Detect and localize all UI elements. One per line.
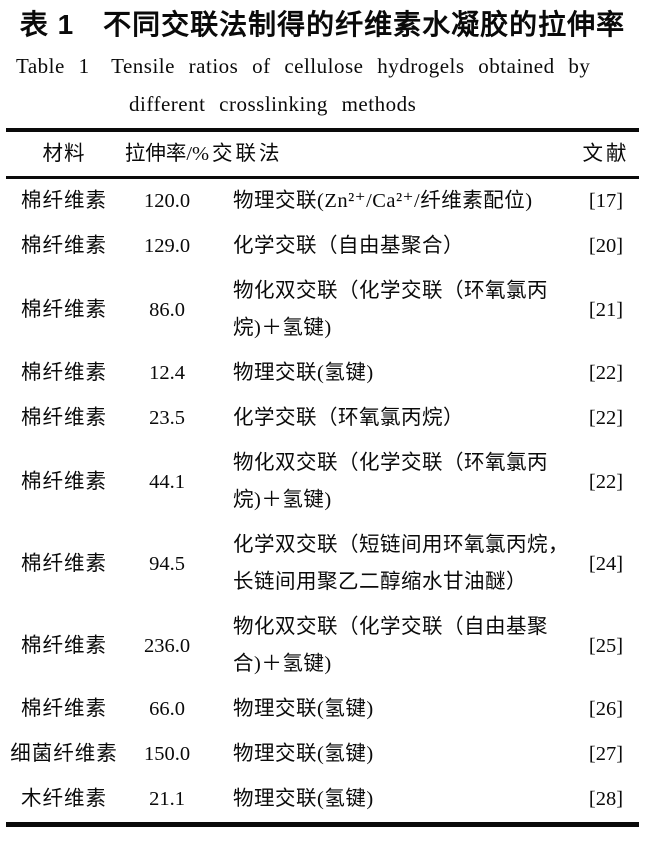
table-row: 细菌纤维素 150.0 物理交联(氢键) [27] (6, 732, 639, 777)
table-row: 棉纤维素 129.0 化学交联（自由基聚合） [20] (6, 224, 639, 269)
cell-material: 棉纤维素 (21, 235, 107, 257)
cell-material: 棉纤维素 (21, 190, 107, 212)
cell-material: 棉纤维素 (21, 362, 107, 384)
cell-material: 棉纤维素 (21, 470, 107, 493)
cell-tensile-ratio: 44.1 (149, 470, 185, 493)
cell-tensile-ratio: 21.1 (149, 788, 185, 810)
cell-crosslinking-method: 物化双交联（化学交联（环氧氯丙 烷)＋氢键) (233, 452, 548, 511)
cell-tensile-ratio: 150.0 (143, 743, 191, 765)
cell-reference: [21] (588, 298, 624, 321)
cell-tensile-ratio: 23.5 (149, 407, 185, 429)
cell-reference: [22] (588, 470, 624, 493)
table-row: 棉纤维素 66.0 物理交联(氢键) [26] (6, 687, 639, 732)
table-title-cn: 表 1 不同交联法制得的纤维素水凝胶的拉伸率 (19, 9, 626, 40)
col-header-tensile-ratio: 拉伸率/% (124, 143, 210, 165)
cell-crosslinking-method: 化学交联（环氧氯丙烷） (233, 407, 464, 429)
cell-material: 棉纤维素 (21, 634, 107, 657)
cell-reference: [27] (588, 743, 624, 765)
cell-tensile-ratio: 94.5 (149, 552, 185, 575)
cell-material: 棉纤维素 (21, 698, 107, 720)
cell-crosslinking-method: 物理交联(Zn²⁺/Ca²⁺/纤维素配位) (233, 190, 533, 212)
table-row: 棉纤维素 23.5 化学交联（环氧氯丙烷） [22] (6, 396, 639, 441)
table-body: 棉纤维素 120.0 物理交联(Zn²⁺/Ca²⁺/纤维素配位) [17] 棉纤维素 12… (6, 178, 639, 825)
col-header-reference: 文献 (582, 143, 630, 165)
cell-reference: [24] (588, 552, 624, 575)
col-header-crosslinking-method: 交联法 (212, 143, 283, 165)
cell-crosslinking-method: 物化双交联（化学交联（自由基聚 合)＋氢键) (233, 616, 548, 675)
cell-material: 棉纤维素 (21, 407, 107, 429)
cell-reference: [22] (588, 407, 624, 429)
cell-tensile-ratio: 66.0 (149, 698, 185, 720)
cell-crosslinking-method: 化学交联（自由基聚合） (233, 235, 464, 257)
cell-reference: [20] (588, 235, 624, 257)
cell-material: 棉纤维素 (21, 552, 107, 575)
cell-tensile-ratio: 129.0 (143, 235, 191, 257)
cell-crosslinking-method: 物化双交联（化学交联（环氧氯丙 烷)＋氢键) (233, 280, 548, 339)
cell-tensile-ratio: 120.0 (143, 190, 191, 212)
cell-reference: [22] (588, 362, 624, 384)
cell-material: 细菌纤维素 (10, 743, 118, 765)
table-row: 棉纤维素 236.0 物化双交联（化学交联（自由基聚 合)＋氢键) [25] (6, 605, 639, 687)
table-header-row: 材料 拉伸率/% 交联法 文献 (6, 130, 639, 178)
cell-reference: [17] (588, 190, 624, 212)
cell-crosslinking-method: 物理交联(氢键) (233, 698, 374, 720)
table-row: 木纤维素 21.1 物理交联(氢键) [28] (6, 777, 639, 825)
table-row: 棉纤维素 44.1 物化双交联（化学交联（环氧氯丙 烷)＋氢键) [22] (6, 441, 639, 523)
table-row: 棉纤维素 86.0 物化双交联（化学交联（环氧氯丙 烷)＋氢键) [21] (6, 269, 639, 351)
table-row: 棉纤维素 94.5 化学双交联（短链间用环氧氯丙烷， 长链间用聚乙二醇缩水甘油醚） [… (6, 523, 639, 605)
cell-material: 棉纤维素 (21, 298, 107, 321)
cell-reference: [25] (588, 634, 624, 657)
col-header-material: 材料 (42, 143, 86, 165)
table-row: 棉纤维素 12.4 物理交联(氢键) [22] (6, 351, 639, 396)
cell-tensile-ratio: 86.0 (149, 298, 185, 321)
table-row: 棉纤维素 120.0 物理交联(Zn²⁺/Ca²⁺/纤维素配位) [17] (6, 178, 639, 225)
cell-crosslinking-method: 物理交联(氢键) (233, 788, 374, 810)
cell-crosslinking-method: 物理交联(氢键) (233, 362, 374, 384)
cell-crosslinking-method: 化学双交联（短链间用环氧氯丙烷， 长链间用聚乙二醇缩水甘油醚） (233, 534, 569, 593)
cell-tensile-ratio: 12.4 (149, 362, 185, 384)
table-header: 材料 拉伸率/% 交联法 文献 (6, 130, 639, 178)
cell-tensile-ratio: 236.0 (143, 634, 191, 657)
caption-en-line-1: Table 1 Tensile ratios of cellulose hydr… (16, 54, 591, 78)
caption-en-line-2: different crosslinking methods (129, 92, 417, 116)
cell-reference: [26] (588, 698, 624, 720)
tensile-ratio-table: 材料 拉伸率/% 交联法 文献 棉纤维素 120.0 物理交联(Zn²⁺/Ca²⁺/纤维素… (6, 128, 639, 827)
cell-reference: [28] (588, 788, 624, 810)
cell-material: 木纤维素 (21, 788, 107, 810)
cell-crosslinking-method: 物理交联(氢键) (233, 743, 374, 765)
table-caption-en: Table 1 Tensile ratios of cellulose hydr… (0, 55, 645, 115)
